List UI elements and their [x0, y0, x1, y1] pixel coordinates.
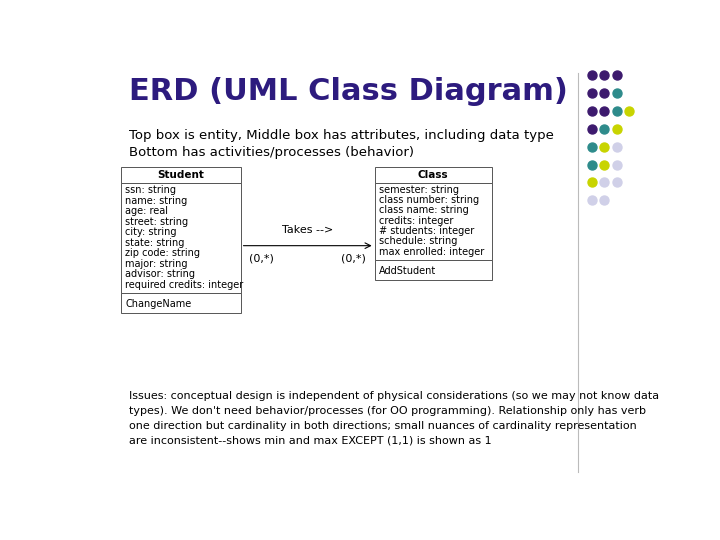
Point [611, 178, 623, 187]
Text: Takes -->: Takes --> [282, 225, 333, 235]
Point [599, 196, 611, 205]
Text: Top box is entity, Middle box has attributes, including data type: Top box is entity, Middle box has attrib… [129, 129, 554, 142]
FancyBboxPatch shape [374, 167, 492, 183]
Text: major: string: major: string [125, 259, 188, 268]
Text: ChangeName: ChangeName [125, 300, 192, 309]
Point [611, 160, 623, 169]
Text: name: string: name: string [125, 195, 187, 206]
Point [587, 125, 598, 133]
Text: ssn: string: ssn: string [125, 185, 176, 195]
Point [587, 178, 598, 187]
Text: max enrolled: integer: max enrolled: integer [379, 246, 485, 256]
Point [599, 143, 611, 151]
Point [587, 160, 598, 169]
Text: (0,*): (0,*) [249, 253, 274, 263]
FancyBboxPatch shape [374, 183, 492, 260]
Text: city: string: city: string [125, 227, 176, 237]
Point [611, 106, 623, 115]
Point [587, 196, 598, 205]
Text: age: real: age: real [125, 206, 168, 216]
Point [611, 89, 623, 97]
Point [587, 143, 598, 151]
FancyBboxPatch shape [121, 294, 240, 313]
Point [599, 71, 611, 79]
Text: Class: Class [418, 170, 449, 180]
Point [599, 160, 611, 169]
Text: Bottom has activities/processes (behavior): Bottom has activities/processes (behavio… [129, 146, 414, 159]
Text: semester: string: semester: string [379, 185, 459, 195]
Point [599, 106, 611, 115]
Text: zip code: string: zip code: string [125, 248, 200, 258]
Text: AddStudent: AddStudent [379, 266, 436, 276]
Text: street: string: street: string [125, 217, 188, 227]
Text: ERD (UML Class Diagram): ERD (UML Class Diagram) [129, 77, 568, 106]
Point [587, 89, 598, 97]
Point [599, 89, 611, 97]
Text: # students: integer: # students: integer [379, 226, 474, 236]
Text: (0,*): (0,*) [341, 253, 366, 263]
Text: Student: Student [157, 170, 204, 180]
FancyBboxPatch shape [121, 183, 240, 294]
Text: class name: string: class name: string [379, 206, 469, 215]
Point [611, 143, 623, 151]
Point [587, 106, 598, 115]
Point [599, 125, 611, 133]
Point [611, 71, 623, 79]
Text: state: string: state: string [125, 238, 184, 248]
Point [624, 106, 635, 115]
Point [599, 178, 611, 187]
Text: advisor: string: advisor: string [125, 269, 195, 279]
Point [587, 71, 598, 79]
Text: credits: integer: credits: integer [379, 216, 454, 226]
Text: class number: string: class number: string [379, 195, 480, 205]
FancyBboxPatch shape [121, 167, 240, 183]
Text: schedule: string: schedule: string [379, 237, 457, 246]
Point [611, 125, 623, 133]
Text: Issues: conceptual design is independent of physical considerations (so we may n: Issues: conceptual design is independent… [129, 391, 660, 446]
Text: required credits: integer: required credits: integer [125, 280, 243, 289]
FancyBboxPatch shape [374, 260, 492, 280]
